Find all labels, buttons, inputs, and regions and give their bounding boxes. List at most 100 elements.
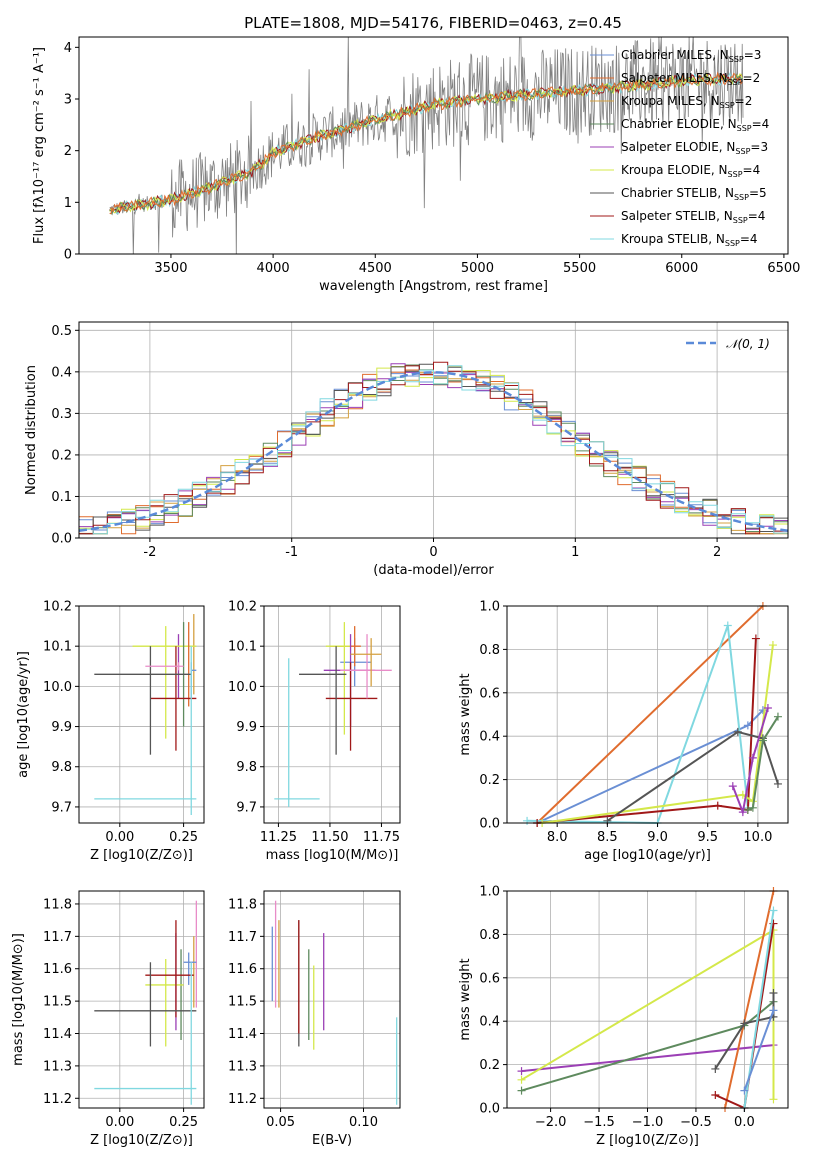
axes-frame <box>506 605 789 824</box>
legend-sub: SSP <box>737 124 752 133</box>
axes-frame <box>263 890 401 1109</box>
weight-marker <box>743 805 752 814</box>
legend-label: Kroupa MILES, N <box>621 94 720 108</box>
y-tick-label: 11.6 <box>228 962 257 977</box>
y-axis-label: Normed distribution <box>24 365 39 495</box>
weight-marker <box>769 1006 778 1015</box>
spectrum-legend: Chabrier MILES, NSSP=3 Salpeter MILES, NS… <box>590 48 769 248</box>
weight-marker <box>738 808 747 817</box>
y-tick-label: 1.0 <box>479 600 500 615</box>
y-tick-label: 10.0 <box>228 680 257 695</box>
weight-line <box>747 716 779 811</box>
y-tick-label: 9.8 <box>51 760 72 775</box>
legend-count: =4 <box>743 163 761 177</box>
legend-label: Chabrier ELODIE, N <box>621 117 737 131</box>
x-tick-label: -1 <box>285 545 298 560</box>
y-tick-label: 11.4 <box>43 1027 72 1042</box>
x-tick-label: 11.75 <box>363 830 400 845</box>
y-tick-label: 9.8 <box>236 760 257 775</box>
y-tick-label: 0.0 <box>479 1102 500 1117</box>
y-tick-label: 4 <box>64 41 72 56</box>
y-tick-label: 11.3 <box>43 1059 72 1074</box>
y-tick-label: 11.8 <box>228 897 257 912</box>
y-tick-label: 1 <box>64 196 72 211</box>
x-tick-label: 3500 <box>154 261 187 276</box>
legend-count: =4 <box>752 117 770 131</box>
weight-marker <box>769 906 778 915</box>
spectrum-model-chabrier-elodie <box>109 72 743 216</box>
legend-entry: Chabrier MILES, NSSP=3 <box>621 48 761 64</box>
legend-entry: Kroupa ELODIE, NSSP=4 <box>621 163 760 179</box>
weight-line <box>527 625 749 825</box>
y-tick-label: 3 <box>64 93 72 108</box>
x-tick-label: 1 <box>571 545 579 560</box>
x-axis-label: E(B-V) <box>312 1133 352 1148</box>
y-tick-label: 11.2 <box>43 1092 72 1107</box>
y-tick-label: 10.1 <box>43 640 72 655</box>
weight-marker <box>763 703 772 712</box>
x-tick-label: −1.5 <box>583 1115 615 1130</box>
x-tick-label: −2.0 <box>535 1115 567 1130</box>
y-tick-label: 0.4 <box>479 1015 500 1030</box>
x-tick-label: 4000 <box>257 261 290 276</box>
y-tick-label: 0.0 <box>479 817 500 832</box>
x-tick-label: 11.25 <box>260 830 297 845</box>
histogram-kroupa-stelib <box>79 365 788 535</box>
weight-line <box>606 730 779 822</box>
y-tick-label: 10.2 <box>228 600 257 615</box>
y-tick-label: 0.8 <box>479 928 500 943</box>
plot-area-spectrum <box>109 37 744 254</box>
spectrum-data-line <box>109 37 744 254</box>
y-tick-label: 0.8 <box>479 643 500 658</box>
x-tick-label: 9.0 <box>647 830 668 845</box>
plot-area-age_vs_Z <box>94 614 197 815</box>
x-tick-label: 6500 <box>767 261 800 276</box>
y-tick-label: 11.8 <box>43 897 72 912</box>
legend-entry: Salpeter MILES, NSSP=2 <box>621 71 760 87</box>
x-tick-label: 10.0 <box>743 830 772 845</box>
plot-area-mass_vs_Z <box>94 900 197 1105</box>
weight-line <box>743 1010 775 1091</box>
legend-entry: 𝒩(0, 1) <box>726 337 770 351</box>
legend-entry: Kroupa STELIB, NSSP=4 <box>621 232 758 248</box>
x-axis-label: wavelength [Angstrom, rest frame] <box>319 279 548 294</box>
weight-line <box>731 707 769 816</box>
histogram-salpeter-stelib <box>79 361 788 535</box>
x-tick-label: 11.50 <box>311 830 348 845</box>
weight-marker <box>713 801 722 810</box>
legend-label: Kroupa STELIB, N <box>621 232 725 246</box>
panel-mass_vs_ebv: 0.05 0.10 11.2 11.3 11.4 11.5 11.6 11.7 11.8 E(B-… <box>228 890 401 1148</box>
x-tick-label: −0.5 <box>680 1115 712 1130</box>
y-tick-label: 11.5 <box>43 995 72 1010</box>
y-tick-label: 9.9 <box>51 720 72 735</box>
x-tick-label: 5500 <box>563 261 596 276</box>
weight-marker <box>773 779 782 788</box>
y-tick-label: 11.2 <box>228 1092 257 1107</box>
legend-sub: SSP <box>734 193 749 202</box>
weight-marker <box>768 641 777 650</box>
legend-count: =3 <box>744 48 762 62</box>
weight-marker <box>517 1067 526 1076</box>
weight-marker <box>711 1064 720 1073</box>
y-axis-label: mass [log10(M/M⊙)] <box>11 933 26 1066</box>
legend-label: Salpeter ELODIE, N <box>621 140 735 154</box>
y-tick-label: 0.2 <box>51 448 72 463</box>
weight-marker <box>769 1095 778 1104</box>
weight-marker <box>743 721 752 730</box>
legend-label: Kroupa ELODIE, N <box>621 163 728 177</box>
weight-line <box>521 1044 774 1073</box>
weight-marker <box>773 712 782 721</box>
axes-frame <box>78 890 205 1109</box>
y-tick-label: 2 <box>64 144 72 159</box>
legend-sub: SSP <box>728 170 743 179</box>
axes-frame <box>263 605 401 824</box>
x-axis-label: mass [log10(M/M⊙)] <box>266 848 399 863</box>
x-tick-label: 9.5 <box>697 830 718 845</box>
y-axis-label: Flux [fλ10⁻¹⁷ erg cm⁻² s⁻¹ A⁻¹] <box>32 47 47 244</box>
spectrum-model-salpeter-miles <box>109 71 743 215</box>
weight-marker <box>748 803 757 812</box>
x-axis-label: Z [log10(Z/Z⊙)] <box>90 1133 193 1148</box>
x-tick-label: 0.25 <box>169 1115 198 1130</box>
